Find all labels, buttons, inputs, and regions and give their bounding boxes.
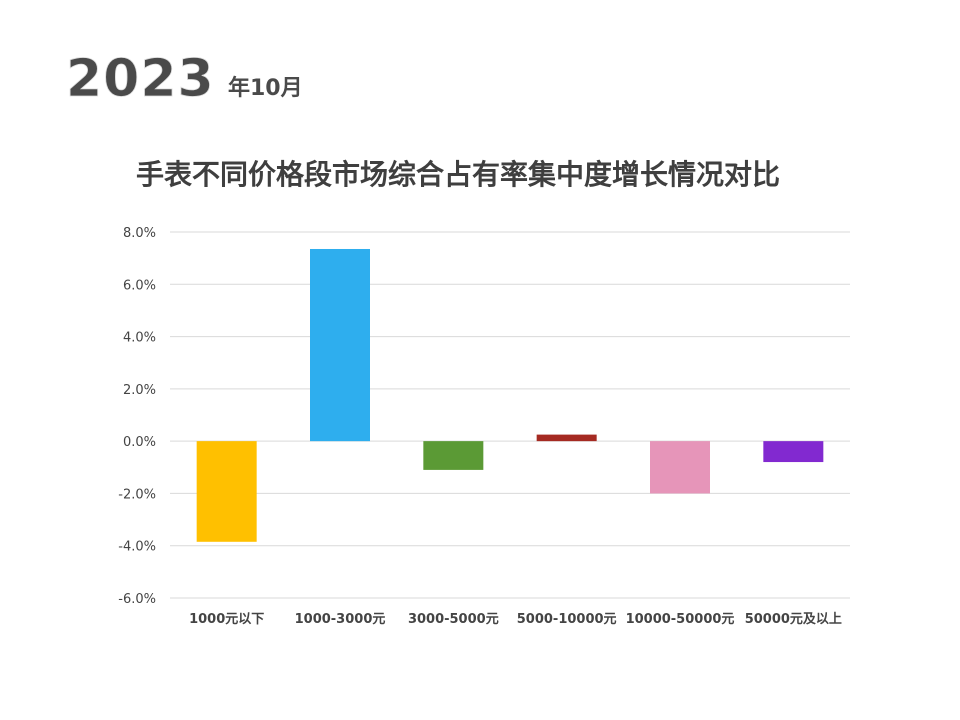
x-category-label: 10000-50000元 bbox=[626, 612, 735, 627]
bar-chart: 8.0% 6.0% 4.0% 2.0% 0.0% -2.0% -4.0% -6.0% 1000… bbox=[118, 226, 850, 627]
y-tick-label: 0.0% bbox=[123, 435, 156, 450]
bar bbox=[763, 441, 824, 463]
bar bbox=[650, 441, 710, 494]
x-category-label: 5000-10000元 bbox=[517, 612, 617, 627]
y-axis-ticks: 8.0% 6.0% 4.0% 2.0% 0.0% -2.0% -4.0% -6.0% bbox=[118, 226, 156, 607]
x-axis-labels: 1000元以下 1000-3000元 3000-5000元 5000-10000元 10… bbox=[189, 612, 842, 627]
y-tick-label: 4.0% bbox=[123, 331, 156, 346]
y-tick-label: 6.0% bbox=[123, 278, 156, 293]
chart-title: 手表不同价格段市场综合占有率集中度增长情况对比 bbox=[136, 158, 780, 191]
bar bbox=[196, 441, 257, 542]
y-tick-label: -2.0% bbox=[118, 487, 156, 502]
bar bbox=[423, 441, 484, 470]
x-category-label: 1000-3000元 bbox=[295, 612, 386, 627]
bars bbox=[196, 248, 824, 542]
y-tick-label: -4.0% bbox=[118, 540, 156, 555]
x-category-label: 1000元以下 bbox=[189, 612, 264, 627]
y-tick-label: 2.0% bbox=[123, 383, 156, 398]
x-category-label: 3000-5000元 bbox=[408, 612, 499, 627]
header-month: 年10月 bbox=[228, 75, 303, 101]
bar bbox=[310, 248, 370, 442]
y-tick-label: 8.0% bbox=[123, 226, 156, 241]
y-tick-label: -6.0% bbox=[118, 592, 156, 607]
x-category-label: 50000元及以上 bbox=[745, 612, 842, 627]
gridlines bbox=[170, 231, 850, 599]
bar bbox=[536, 434, 597, 442]
header-year: 2023 bbox=[66, 49, 215, 109]
